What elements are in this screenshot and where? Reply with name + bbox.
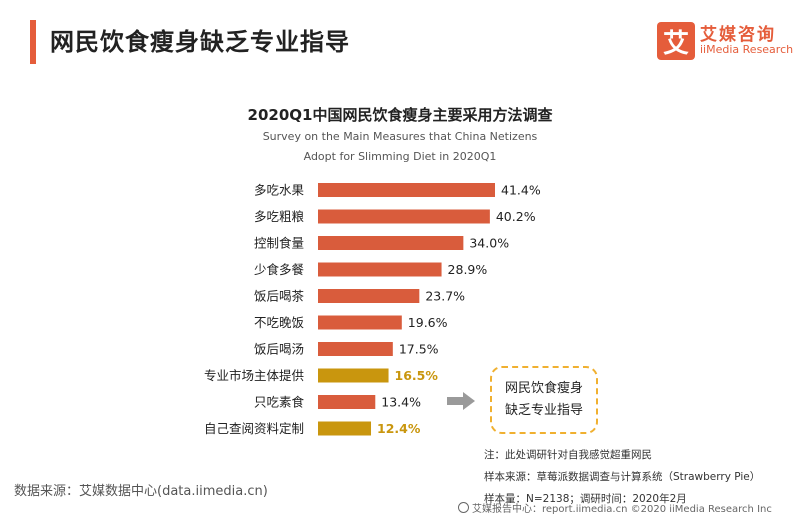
- survey-notes: 注：此处调研针对自我感觉超重网民 样本来源：草莓派数据调查与计算系统（Straw…: [484, 444, 760, 510]
- brand-logo: 艾 艾媒咨询 iiMedia Research: [657, 22, 793, 60]
- bar: [318, 262, 442, 277]
- bar: [318, 421, 372, 436]
- sample-source: 样本来源：草莓派数据调查与计算系统（Strawberry Pie）: [484, 471, 761, 483]
- category-label: 饭后喝汤: [254, 342, 304, 357]
- value-label: 40.2%: [496, 209, 536, 224]
- arrow-right-icon: [447, 392, 475, 410]
- logo-subtitle: iiMedia Research: [700, 43, 794, 57]
- value-label: 28.9%: [448, 262, 488, 277]
- value-label: 12.4%: [377, 421, 421, 436]
- title-accent-bar: [30, 20, 36, 64]
- category-label: 专业市场主体提供: [204, 368, 304, 383]
- footer: 艾媒报告中心：report.iimedia.cn ©2020 iiMedia R…: [458, 500, 772, 515]
- bar: [318, 289, 420, 303]
- bar: [318, 395, 376, 409]
- sample-size: 样本量：N=2138；调研时间：2020年2月: [484, 493, 687, 505]
- category-label: 只吃素食: [254, 395, 305, 410]
- category-label: 少食多餐: [254, 262, 305, 277]
- logo-name: 艾媒咨询: [700, 24, 776, 45]
- value-label: 34.0%: [469, 236, 509, 251]
- bar: [318, 183, 495, 197]
- value-label: 23.7%: [425, 289, 465, 304]
- category-label: 控制食量: [254, 236, 304, 251]
- chart-subtitle-line-1: Survey on the Main Measures that China N…: [262, 130, 538, 143]
- value-label: 16.5%: [395, 368, 439, 383]
- copyright-icon: [458, 502, 469, 513]
- bar: [318, 315, 402, 330]
- bar: [318, 342, 393, 356]
- value-label: 13.4%: [381, 395, 421, 410]
- callout-box: 网民饮食瘦身 缺乏专业指导: [490, 366, 598, 434]
- callout-line-1: 网民饮食瘦身: [504, 380, 583, 396]
- callout-line-2: 缺乏专业指导: [504, 403, 583, 418]
- category-label: 多吃水果: [254, 183, 305, 198]
- logo-mark-icon: 艾: [657, 22, 695, 60]
- note-text: 注：此处调研针对自我感觉超重网民: [484, 449, 652, 461]
- footer-text: 艾媒报告中心：report.iimedia.cn ©2020 iiMedia R…: [472, 504, 772, 515]
- bar: [318, 209, 490, 224]
- chart-title: 2020Q1中国网民饮食瘦身主要采用方法调查: [247, 106, 553, 124]
- chart-subtitle-line-2: Adopt for Slimming Diet in 2020Q1: [303, 150, 497, 163]
- value-label: 19.6%: [408, 315, 448, 330]
- logo-text: 艾媒咨询 iiMedia Research: [700, 24, 794, 57]
- value-label: 41.4%: [501, 183, 541, 198]
- value-label: 17.5%: [399, 342, 439, 357]
- category-label: 多吃粗粮: [254, 209, 305, 224]
- category-label: 不吃晚饭: [254, 315, 305, 330]
- bar: [318, 236, 464, 250]
- data-source: 数据来源：艾媒数据中心(data.iimedia.cn): [14, 484, 268, 499]
- bar: [318, 368, 389, 383]
- category-label: 自己查阅资料定制: [204, 421, 304, 436]
- category-label: 饭后喝茶: [254, 289, 305, 304]
- page-title: 网民饮食瘦身缺乏专业指导: [50, 28, 350, 56]
